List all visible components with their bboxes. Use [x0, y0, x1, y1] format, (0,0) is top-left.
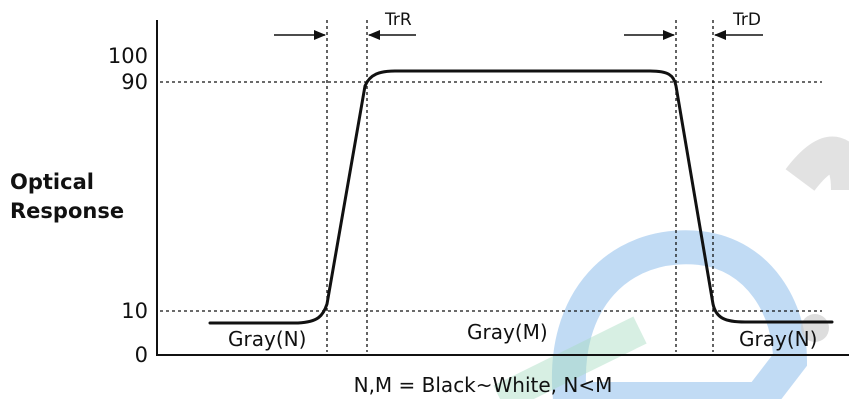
tick-90: 90 [121, 70, 148, 94]
gray-m-label: Gray(M) [467, 320, 548, 344]
tick-100: 100 [108, 44, 148, 68]
tick-10: 10 [121, 299, 148, 323]
gray-n-right-label: Gray(N) [739, 327, 817, 351]
decay-time-label: TrD [732, 10, 761, 30]
tick-0: 0 [135, 343, 148, 367]
y-axis-label-line1: Optical [10, 170, 94, 194]
footnote: N,M = Black~White, N<M [354, 373, 613, 397]
rise-time-label: TrR [384, 10, 412, 30]
gray-n-left-label: Gray(N) [228, 327, 306, 351]
y-axis-label-line2: Response [10, 199, 124, 223]
optical-response-curve [208, 69, 834, 325]
watermark [493, 136, 849, 399]
